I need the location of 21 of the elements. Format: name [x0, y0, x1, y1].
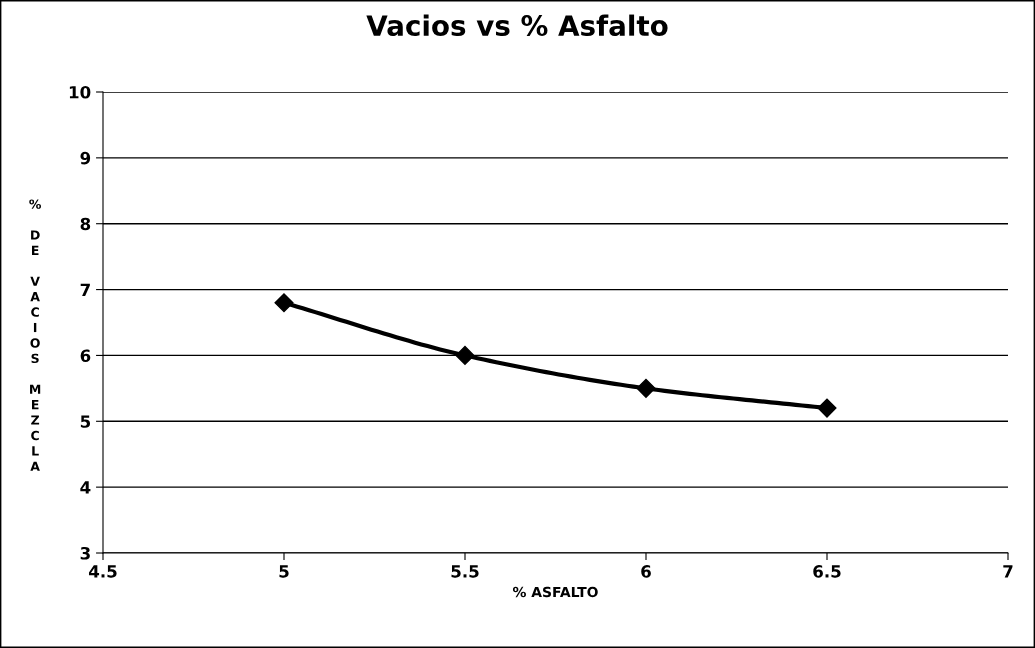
y-tick-label: 4: [80, 481, 91, 494]
y-tick-label: 9: [80, 151, 91, 165]
chart-title: Vacios vs % Asfalto: [366, 14, 668, 37]
y-tick-label: 8: [80, 217, 91, 231]
x-tick-label: 6: [641, 565, 651, 578]
x-tick-label: 5: [279, 565, 289, 578]
y-tick-label: 5: [80, 415, 91, 428]
y-tick-label: 7: [80, 283, 90, 296]
y-tick-label: 10: [69, 85, 91, 99]
y-tick-label: 6: [80, 349, 91, 362]
x-tick-label: 4.5: [88, 565, 117, 578]
y-tick-label: 3: [80, 546, 90, 560]
x-axis-title: % ASFALTO: [512, 586, 598, 598]
point: [274, 293, 294, 313]
text: % DE VACIOS MEZCLA: [29, 199, 41, 471]
x-tick-label: 6.5: [813, 565, 841, 578]
x-tick-label: 5.5: [451, 565, 479, 578]
point: [455, 345, 475, 365]
point: [817, 398, 837, 418]
point: [636, 378, 656, 398]
x-tick-label: 7: [1003, 565, 1013, 578]
